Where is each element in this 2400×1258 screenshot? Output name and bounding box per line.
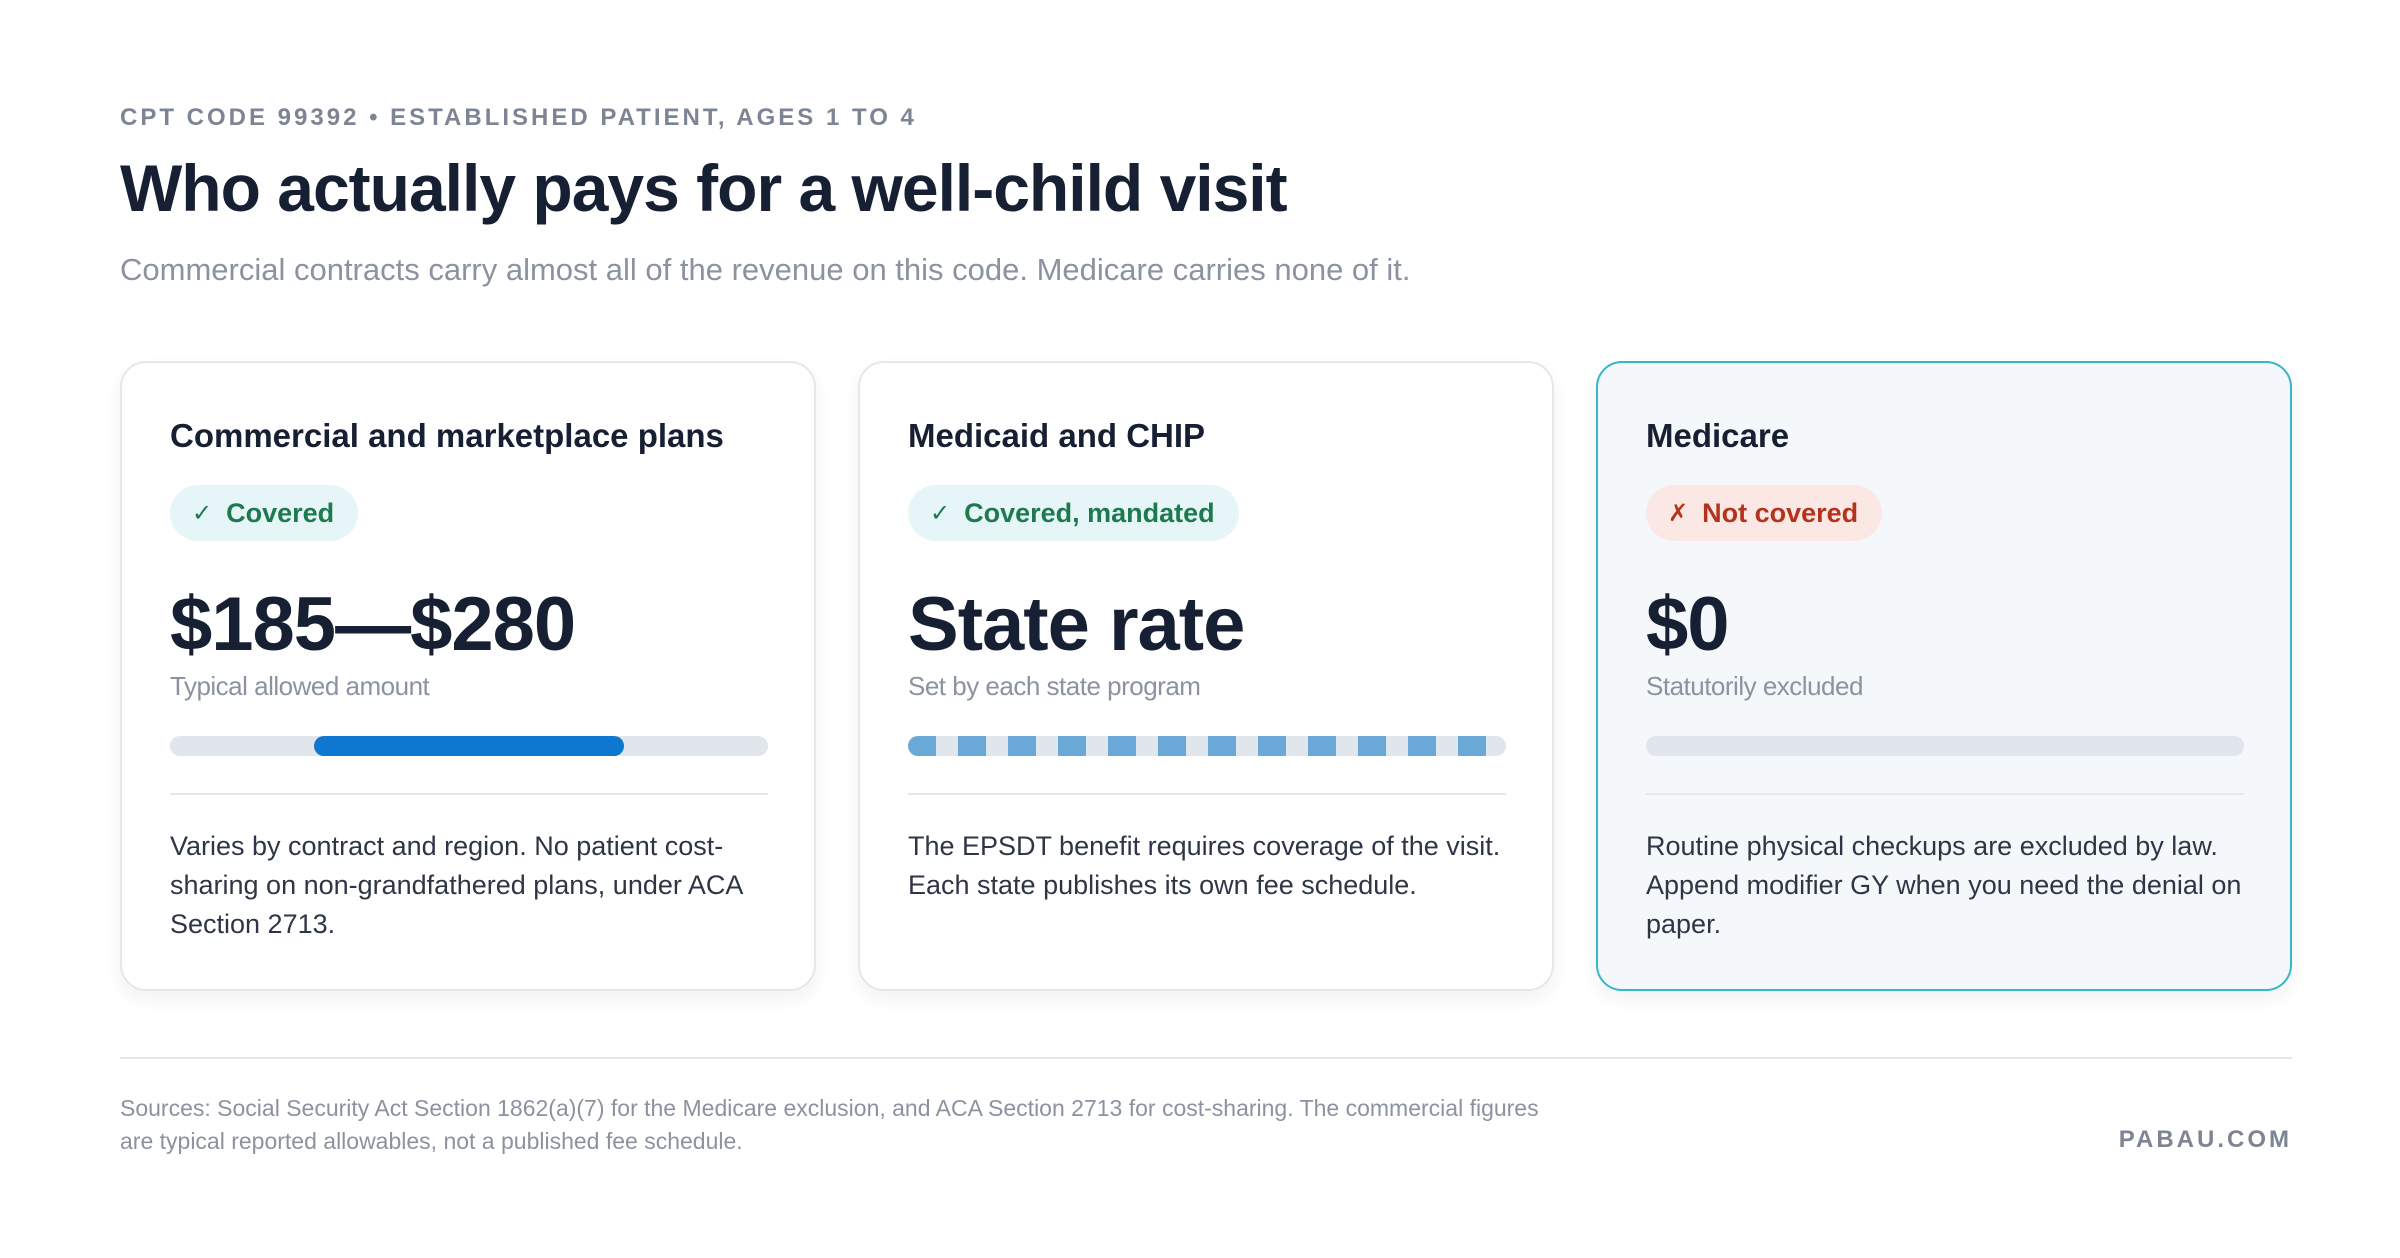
amount-caption: Typical allowed amount — [170, 671, 430, 701]
payer-card-commercial: Commercial and marketplace plans ✓ Cover… — [120, 361, 816, 991]
divider — [170, 793, 768, 795]
payer-cards: Commercial and marketplace plans ✓ Cover… — [120, 361, 2292, 991]
card-title: Medicare — [1646, 417, 1790, 454]
card-description: The EPSDT benefit requires coverage of t… — [908, 831, 1501, 900]
page-subtitle: Commercial contracts carry almost all of… — [120, 252, 1411, 287]
amount-value: State rate — [908, 582, 1245, 667]
status-badge: ✗ Not covered — [1646, 485, 1883, 541]
check-icon: ✓ — [192, 499, 213, 527]
card-description: Varies by contract and region. No patien… — [170, 831, 742, 939]
range-bar — [170, 736, 768, 756]
amount-caption: Set by each state program — [908, 671, 1201, 701]
sources-note: Sources: Social Security Act Section 186… — [120, 1095, 1539, 1154]
range-bar-fill — [313, 736, 625, 756]
amount-value: $185—$280 — [170, 582, 576, 667]
divider — [1646, 793, 2244, 795]
amount-value: $0 — [1646, 582, 1730, 667]
card-description: Routine physical checkups are excluded b… — [1646, 831, 2242, 939]
page-title: Who actually pays for a well-child visit — [120, 151, 1288, 225]
amount-caption: Statutorily excluded — [1646, 671, 1863, 701]
payer-card-medicaid: Medicaid and CHIP ✓ Covered, mandated St… — [858, 361, 1554, 991]
divider — [908, 793, 1506, 795]
eyebrow-label: CPT CODE 99392 • ESTABLISHED PATIENT, AG… — [120, 104, 917, 131]
status-badge-label: Covered, mandated — [964, 497, 1215, 528]
status-badge: ✓ Covered, mandated — [908, 485, 1239, 541]
status-badge-label: Not covered — [1702, 497, 1859, 528]
card-title: Commercial and marketplace plans — [170, 417, 724, 454]
payer-card-medicare: Medicare ✗ Not covered $0 Statutorily ex… — [1596, 361, 2292, 991]
check-icon: ✓ — [930, 499, 951, 527]
card-title: Medicaid and CHIP — [908, 417, 1206, 454]
cross-icon: ✗ — [1668, 499, 1689, 527]
brand-label: PABAU.COM — [2118, 1126, 2292, 1153]
empty-range-bar — [1646, 736, 2244, 756]
dashed-range-bar — [908, 736, 1506, 756]
status-badge-label: Covered — [226, 497, 335, 528]
status-badge: ✓ Covered — [170, 485, 359, 541]
footer-divider — [120, 1057, 2292, 1059]
